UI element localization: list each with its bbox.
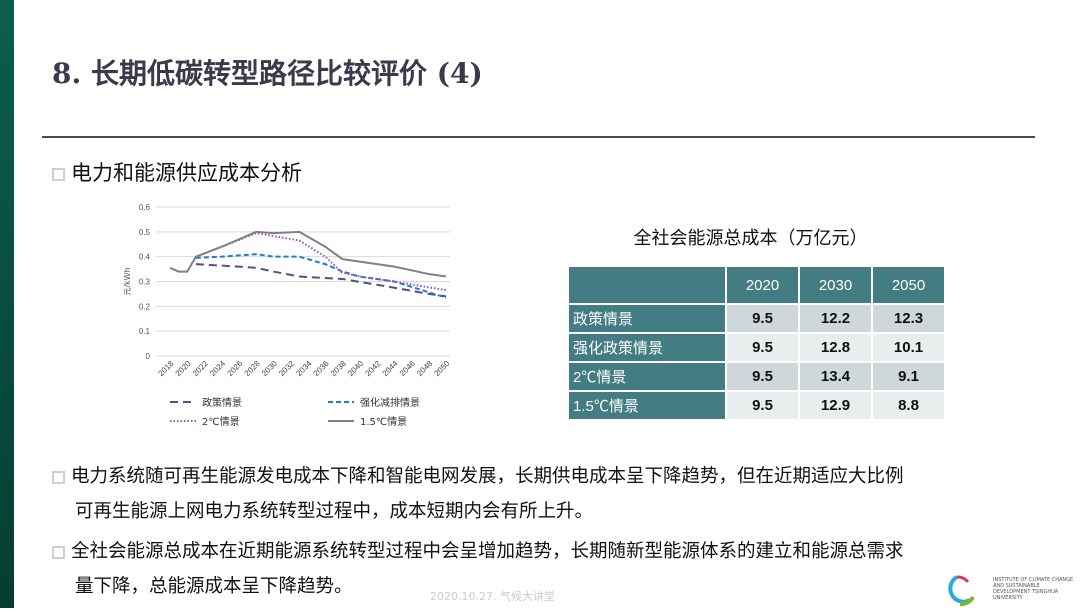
y-tick-label: 0.1 bbox=[139, 327, 151, 336]
series-line bbox=[195, 253, 447, 299]
table-row: 2℃情景 9.5 13.4 9.1 bbox=[567, 361, 946, 392]
logo-text: INSTITUTE OF CLIMATE CHANGE AND SUSTAINA… bbox=[993, 577, 1074, 601]
row-label: 1.5℃情景 bbox=[567, 390, 727, 421]
table-cell: 13.4 bbox=[798, 361, 873, 392]
y-tick-label: 0.6 bbox=[139, 203, 151, 212]
table-cell: 12.9 bbox=[798, 390, 873, 421]
legend-label: 2℃情景 bbox=[202, 415, 240, 428]
logo-mark-icon bbox=[948, 575, 975, 607]
table-cell: 10.1 bbox=[871, 332, 946, 363]
y-axis-label: 元/kWh bbox=[123, 267, 132, 295]
y-tick-label: 0 bbox=[146, 352, 151, 361]
legend-label: 强化减排情景 bbox=[360, 396, 420, 409]
table-header: 2050 bbox=[871, 265, 946, 305]
y-tick-label: 0.4 bbox=[139, 253, 151, 262]
section-heading-text: 电力和能源供应成本分析 bbox=[71, 161, 302, 185]
bullet-square-icon bbox=[52, 470, 65, 484]
legend-label: 1.5℃情景 bbox=[360, 415, 407, 428]
series-line bbox=[195, 263, 447, 298]
table-row: 1.5℃情景 9.5 12.9 8.8 bbox=[567, 390, 946, 421]
x-tick-label: 2030 bbox=[260, 359, 279, 378]
x-tick-label: 2020 bbox=[174, 359, 193, 378]
bullet-paragraph: 全社会能源总成本在近期能源系统转型过程中会呈增加趋势，长期随新型能源体系的建立和… bbox=[52, 534, 1042, 604]
bullet-square-icon bbox=[52, 545, 65, 559]
x-tick-label: 2022 bbox=[191, 359, 210, 378]
table-cell: 9.5 bbox=[725, 361, 800, 392]
table-cell: 12.2 bbox=[798, 303, 873, 334]
table-cell: 8.8 bbox=[871, 390, 946, 421]
table-cell: 9.5 bbox=[725, 303, 800, 334]
table-title: 全社会能源总成本（万亿元） bbox=[633, 228, 868, 249]
bullet-text: 量下降，总能源成本呈下降趋势。 bbox=[75, 576, 353, 597]
x-tick-label: 2042 bbox=[363, 359, 382, 378]
bullet-paragraph: 电力系统随可再生能源发电成本下降和智能电网发展，长期供电成本呈下降趋势，但在近期… bbox=[52, 459, 1042, 529]
x-tick-label: 2026 bbox=[225, 359, 244, 378]
table-header-row: 2020 2030 2050 bbox=[567, 265, 946, 305]
y-tick-label: 0.5 bbox=[139, 228, 151, 237]
x-tick-label: 2046 bbox=[398, 359, 417, 378]
institute-logo: INSTITUTE OF CLIMATE CHANGE AND SUSTAINA… bbox=[933, 572, 1078, 608]
cost-line-chart: 0 0.1 0.2 0.3 0.4 0.5 0.6 元/kWh 2018202020222024… bbox=[123, 203, 452, 428]
x-tick-label: 2024 bbox=[208, 359, 227, 378]
y-tick-label: 0.2 bbox=[139, 302, 151, 311]
row-label: 政策情景 bbox=[567, 303, 727, 334]
x-tick-label: 2038 bbox=[329, 359, 348, 378]
x-tick-label: 2050 bbox=[432, 359, 451, 378]
bullet-square-icon bbox=[52, 167, 65, 181]
y-tick-label: 0.3 bbox=[139, 278, 151, 287]
table-header: 2030 bbox=[798, 265, 873, 305]
table-cell: 12.3 bbox=[871, 303, 946, 334]
section-heading: 电力和能源供应成本分析 bbox=[52, 157, 302, 187]
table-header: 2020 bbox=[725, 265, 800, 305]
table-cell: 9.1 bbox=[871, 361, 946, 392]
table-header bbox=[567, 265, 727, 305]
footer-date: 2020.10.27. 气候大讲堂 bbox=[430, 590, 555, 603]
table-cell: 9.5 bbox=[725, 332, 800, 363]
x-tick-label: 2048 bbox=[415, 359, 434, 378]
cost-table: 2020 2030 2050 政策情景 9.5 12.2 12.3 强化政策情景 9.5… bbox=[567, 265, 946, 421]
x-tick-label: 2032 bbox=[277, 359, 296, 378]
x-tick-label: 2028 bbox=[243, 359, 262, 378]
x-tick-label: 2018 bbox=[156, 359, 175, 378]
table-row: 强化政策情景 9.5 12.8 10.1 bbox=[567, 332, 946, 363]
bullet-text: 可再生能源上网电力系统转型过程中，成本短期内会有所上升。 bbox=[75, 501, 594, 522]
side-accent-bar bbox=[0, 0, 14, 608]
bullet-text: 全社会能源总成本在近期能源系统转型过程中会呈增加趋势，长期随新型能源体系的建立和… bbox=[71, 541, 904, 562]
table-cell: 12.8 bbox=[798, 332, 873, 363]
title-divider bbox=[42, 136, 1035, 138]
row-label: 2℃情景 bbox=[567, 361, 727, 392]
table-row: 政策情景 9.5 12.2 12.3 bbox=[567, 303, 946, 334]
row-label: 强化政策情景 bbox=[567, 332, 727, 363]
legend-label: 政策情景 bbox=[202, 396, 242, 409]
x-tick-label: 2044 bbox=[381, 359, 400, 378]
table-cell: 9.5 bbox=[725, 390, 800, 421]
x-tick-label: 2040 bbox=[346, 359, 365, 378]
x-tick-label: 2034 bbox=[294, 359, 313, 378]
series-line bbox=[169, 230, 447, 278]
x-tick-label: 2036 bbox=[312, 359, 331, 378]
series-line bbox=[195, 232, 447, 292]
bullet-text: 电力系统随可再生能源发电成本下降和智能电网发展，长期供电成本呈下降趋势，但在近期… bbox=[71, 466, 904, 487]
page-title: 8. 长期低碳转型路径比较评价 (4) bbox=[52, 57, 483, 90]
